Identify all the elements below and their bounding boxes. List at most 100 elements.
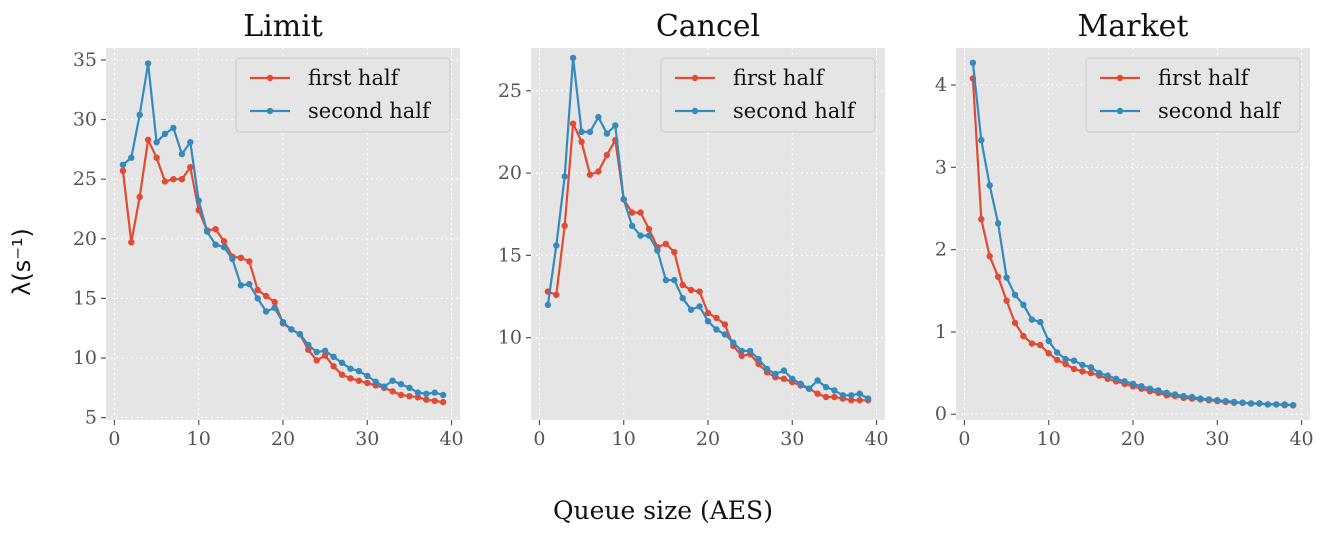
data-point: [364, 379, 371, 387]
x-tick-label: 40: [864, 428, 888, 450]
data-point: [136, 193, 143, 201]
legend-marker: [691, 107, 699, 115]
data-point: [696, 303, 703, 310]
data-point: [612, 122, 619, 129]
x-tick-label: 10: [612, 428, 636, 450]
data-point: [595, 168, 602, 175]
y-tick-label: 15: [73, 287, 97, 309]
y-tick-label: 1: [935, 321, 947, 343]
data-point: [397, 391, 405, 399]
data-point: [1129, 380, 1137, 387]
data-point: [355, 377, 363, 384]
data-point: [313, 348, 320, 356]
data-point: [313, 357, 320, 364]
data-point: [1079, 361, 1086, 369]
y-axis-label: λ(s⁻¹): [8, 228, 36, 296]
data-point: [603, 151, 611, 159]
data-point: [144, 60, 152, 67]
data-point: [789, 375, 796, 382]
data-point: [746, 347, 754, 355]
data-point: [1062, 360, 1069, 368]
data-point: [431, 389, 438, 396]
data-point: [814, 377, 821, 384]
data-point: [279, 319, 287, 326]
x-tick-label: 0: [958, 428, 970, 450]
data-point: [1011, 319, 1019, 327]
series-second-half: [544, 54, 872, 402]
data-point: [153, 154, 160, 161]
data-point: [662, 276, 670, 284]
y-tick-label: 4: [935, 74, 947, 96]
data-point: [645, 232, 653, 239]
data-point: [637, 232, 644, 239]
data-point: [978, 137, 985, 144]
data-point: [1171, 391, 1179, 398]
data-point: [439, 398, 447, 406]
data-point: [713, 326, 720, 333]
data-point: [153, 139, 160, 146]
data-point: [144, 136, 152, 143]
data-point: [730, 339, 737, 346]
data-point: [330, 363, 337, 370]
data-point: [797, 380, 804, 387]
y-tick-label: 2: [935, 239, 947, 261]
data-point: [1037, 318, 1044, 326]
data-point: [372, 378, 379, 385]
data-point: [170, 176, 177, 183]
y-tick-label: 10: [73, 347, 97, 369]
data-point: [220, 238, 228, 245]
data-point: [347, 375, 354, 382]
data-point: [586, 171, 594, 178]
data-point: [187, 139, 194, 146]
legend: first half second half: [660, 57, 876, 133]
data-point: [856, 397, 863, 404]
data-point: [994, 220, 1002, 227]
data-point: [237, 254, 245, 261]
data-point: [355, 367, 363, 375]
data-point: [254, 286, 261, 294]
data-point: [687, 286, 695, 294]
data-point: [578, 128, 585, 136]
data-point: [645, 225, 653, 233]
data-point: [136, 111, 143, 119]
data-point: [772, 370, 779, 378]
data-point: [603, 130, 611, 137]
x-tick-label: 20: [1121, 428, 1145, 450]
data-point: [389, 377, 396, 384]
data-point: [338, 371, 346, 378]
data-point: [1289, 402, 1297, 409]
data-point: [1180, 392, 1187, 400]
x-tick-label: 20: [696, 428, 720, 450]
legend-marker: [691, 74, 699, 82]
chart-title: Cancel: [656, 9, 760, 44]
data-point: [1053, 356, 1061, 364]
data-point: [679, 295, 686, 302]
data-point: [423, 390, 430, 397]
data-point: [364, 372, 371, 380]
data-point: [128, 239, 135, 246]
data-point: [1197, 395, 1204, 402]
y-tick-label: 10: [498, 327, 522, 349]
data-point: [721, 321, 729, 328]
data-point: [1230, 398, 1238, 406]
legend-label: second half: [733, 99, 857, 123]
data-point: [969, 59, 977, 66]
y-tick-label: 25: [498, 80, 522, 102]
legend: first half second half: [235, 57, 451, 133]
data-point: [978, 216, 985, 223]
data-point: [1053, 349, 1061, 356]
data-point: [822, 393, 830, 401]
data-point: [1070, 357, 1078, 364]
x-tick-label: 30: [355, 428, 379, 450]
data-point: [1239, 399, 1246, 406]
data-point: [305, 341, 312, 349]
legend-marker: [266, 74, 274, 82]
data-point: [628, 209, 636, 216]
data-point: [569, 120, 577, 127]
data-point: [1028, 340, 1036, 347]
data-point: [586, 128, 594, 136]
y-tick-label: 35: [73, 49, 97, 71]
chart-panel-limit: 0 10 20 30 40 5 10 15 20 25 30 35 Limit first half sec…: [73, 9, 464, 450]
data-point: [254, 295, 261, 302]
data-point: [856, 390, 863, 397]
